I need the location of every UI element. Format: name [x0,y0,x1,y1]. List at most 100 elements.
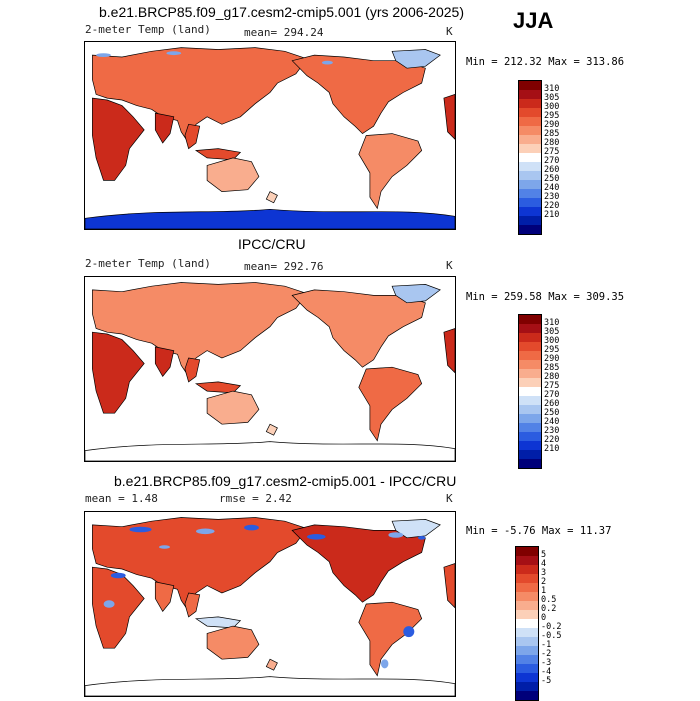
colorbar-swatch [519,225,541,234]
colorbar-label: 0.5 [541,595,557,605]
panel1-map-svg [85,47,455,229]
colorbar-swatch [516,655,538,664]
continent-australia [206,390,260,425]
colorbar-swatch [519,189,541,198]
continent-africa [92,97,145,181]
panel2-min-label: Min = [466,291,498,303]
panel2-mean-value: 292.76 [283,260,324,273]
colorbar-label: 290 [544,120,560,130]
panel3-rmse-label: rmse = [219,492,259,505]
colorbar-swatch [519,162,541,171]
colorbar-swatch [519,90,541,99]
continent-eurasia [92,47,308,144]
continent-africaE [443,94,455,140]
panel1-title: b.e21.BRCP85.f09_g17.cesm2-cmip5.001 (yr… [99,4,464,20]
colorbar-label: -5 [541,676,552,686]
colorbar-label: 1 [541,586,547,596]
colorbar-label: 270 [544,390,560,400]
colorbar-swatch [519,81,541,90]
continent-antarctica [85,208,455,229]
continent-africaE [443,328,455,374]
colorbar-label: 295 [544,111,560,121]
colorbar-swatch [519,423,541,432]
colorbar-swatch [516,574,538,583]
panel3-mean: mean = 1.48 [85,492,158,505]
continent-seasia [184,357,201,383]
continent-india [154,581,175,613]
continent-indo [194,148,242,161]
colorbar-label: 295 [544,345,560,355]
continent-greenland [391,49,441,69]
colorbar-label: 275 [544,147,560,157]
colorbar-swatch [519,126,541,135]
colorbar-swatch [519,333,541,342]
panel2-map [84,276,456,462]
panel2-mean-label: mean= [244,260,278,273]
colorbar-swatch [519,171,541,180]
colorbar-swatch [516,601,538,610]
cold-patch [166,51,182,56]
panel2-min-value: 259.58 [503,291,542,303]
colorbar-swatch [519,135,541,144]
colorbar-swatch [516,556,538,565]
colorbar-label: 300 [544,336,560,346]
season-label: JJA [513,8,554,33]
continent-namerica [291,524,426,603]
colorbar-label: 0 [541,613,547,623]
continent-india [154,112,175,144]
colorbar-label: 2 [541,577,547,587]
colorbar-label: 260 [544,399,560,409]
cold-patch [96,53,111,57]
colorbar-swatch [519,378,541,387]
colorbar-label: 230 [544,426,560,436]
colorbar-label: 3 [541,568,547,578]
panel1-min-label: Min = [466,56,498,68]
continent-africaE [443,563,455,609]
colorbar-label: 220 [544,435,560,445]
colorbar-label: 285 [544,129,560,139]
colorbar-label: 305 [544,327,560,337]
continent-namerica [291,289,426,368]
panel1-map [84,41,456,230]
panel2-title: IPCC/CRU [238,236,306,252]
panel1-min-value: 212.32 [503,56,542,68]
continent-eurasia [92,282,308,378]
cold-patch [418,536,426,540]
colorbar-swatch [516,583,538,592]
colorbar-swatch [519,207,541,216]
panel1-max-label: Max = [548,56,580,68]
colorbar-swatch [516,565,538,574]
continent-samerica [358,366,423,442]
colorbar-label: 0.2 [541,604,557,614]
colorbar-swatch [519,405,541,414]
continent-greenland [391,519,441,539]
panel2-max-value: 309.35 [586,291,625,303]
panel3-rmse: rmse = 2.42 [219,492,292,505]
cold-patch [307,534,326,540]
cold-patch [103,600,115,608]
panel1-units: K [446,25,453,38]
continent-australia [206,625,260,660]
continent-seasia [184,592,201,618]
colorbar-swatch [519,441,541,450]
cold-patch [110,572,126,579]
continent-newzealand [265,191,278,204]
panel1-mean-value: 294.24 [283,26,324,39]
colorbar-swatch [516,637,538,646]
continent-antarctica [85,441,455,461]
panel3-title: b.e21.BRCP85.f09_g17.cesm2-cmip5.001 - I… [114,473,457,489]
cold-patch [381,659,389,669]
colorbar-label: -3 [541,658,552,668]
panel1-mean: mean= 294.24 [244,26,324,39]
panel3-map [84,511,456,697]
panel1-max-value: 313.86 [586,56,625,68]
cold-patch [196,528,215,535]
panel3-rmse-value: 2.42 [265,492,292,505]
panel3-mean-label: mean = [85,492,125,505]
continent-samerica [358,601,423,677]
colorbar-label: 280 [544,138,560,148]
colorbar-label: -0.2 [541,622,562,632]
continent-africa [92,331,145,414]
colorbar-label: 250 [544,408,560,418]
panel2-mean: mean= 292.76 [244,260,324,273]
